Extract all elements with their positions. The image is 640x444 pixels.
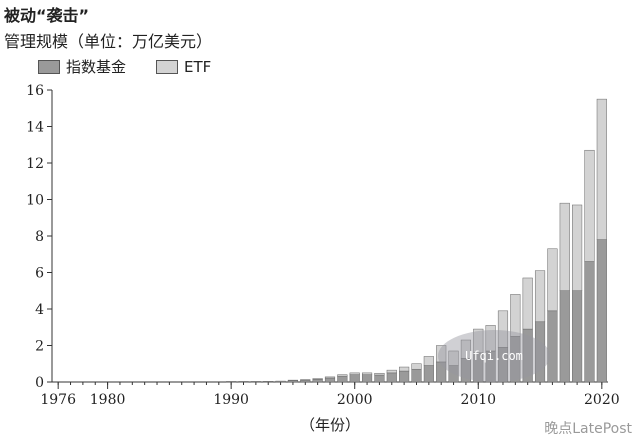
bar-index-fund [226, 381, 237, 383]
bar-index-fund [386, 372, 397, 383]
bar-etf [473, 328, 484, 354]
bar-etf [510, 294, 521, 337]
bar-etf [584, 149, 595, 262]
x-axis-label: （年份） [300, 416, 361, 434]
bar-etf [337, 374, 348, 377]
bar-index-fund [572, 290, 583, 383]
legend-item-etf: ETF [156, 58, 211, 76]
y-tick-label: 8 [35, 229, 44, 245]
bar-index-fund [411, 368, 422, 383]
bar-index-fund [263, 381, 274, 383]
bar-index-fund [374, 374, 385, 383]
legend-item-index-fund: 指数基金 [38, 56, 126, 77]
bar-etf [324, 376, 336, 379]
bar-index-fund [399, 370, 410, 383]
bar-etf [572, 204, 583, 292]
bar-etf [300, 379, 311, 381]
chart-title: 被动“袭击” [4, 6, 90, 25]
bar-etf [361, 372, 373, 375]
bar-etf [559, 202, 570, 291]
bar-etf [522, 277, 533, 330]
bar-etf [349, 372, 360, 375]
y-tick-label: 14 [26, 120, 44, 136]
bar-index-fund [559, 290, 570, 383]
bar-etf [460, 339, 471, 359]
x-tick-label: 1990 [213, 392, 249, 408]
bar-etf [374, 372, 385, 376]
bar-index-fund [547, 310, 558, 383]
bar-etf [287, 379, 299, 381]
bar-etf [423, 356, 434, 366]
x-tick-label: 2020 [584, 392, 620, 408]
bar-etf [436, 345, 447, 363]
y-tick-label: 4 [35, 302, 44, 318]
y-tick-label: 2 [35, 339, 44, 355]
legend-label-index-fund: 指数基金 [66, 58, 127, 76]
bar-etf [411, 363, 422, 370]
bar-index-fund [275, 380, 286, 383]
bar-etf [485, 325, 496, 352]
bar-index-fund [300, 379, 311, 383]
bar-etf [596, 98, 607, 240]
bar-index-fund [238, 381, 249, 383]
x-tick-label: 2000 [337, 392, 373, 408]
y-tick-label: 0 [35, 375, 44, 391]
bar-index-fund [423, 365, 434, 383]
y-tick-label: 10 [26, 193, 44, 209]
y-tick-label: 16 [26, 83, 44, 99]
x-tick-label: 1976 [40, 392, 76, 408]
x-tick-label: 1980 [90, 392, 126, 408]
legend: 指数基金 ETF [38, 56, 241, 77]
watermark-center: Ufqi.com [438, 330, 550, 382]
bar-index-fund [250, 381, 261, 383]
bar-index-fund [584, 261, 595, 383]
bar-index-fund [361, 374, 373, 383]
x-tick-label: 2010 [460, 392, 496, 408]
bar-index-fund [349, 374, 360, 383]
bar-etf [448, 350, 459, 366]
bar-index-fund [312, 379, 323, 383]
watermark-corner: 晚点LatePost [544, 421, 632, 437]
legend-label-etf: ETF [184, 57, 212, 76]
bar-etf [547, 248, 558, 312]
bar-etf [534, 270, 546, 323]
bar-index-fund [596, 239, 607, 383]
bar-index-fund [337, 375, 348, 383]
y-tick-label: 6 [35, 266, 44, 282]
bar-etf [497, 310, 509, 348]
legend-swatch-etf [156, 59, 179, 74]
bar-etf [386, 369, 397, 374]
bar-etf [312, 378, 323, 380]
legend-swatch-index-fund [38, 59, 60, 74]
bar-etf [399, 366, 410, 372]
y-tick-label: 12 [26, 156, 44, 172]
y-axis-label: 管理规模（单位：万亿美元） [4, 32, 213, 51]
bar-index-fund [324, 377, 336, 383]
